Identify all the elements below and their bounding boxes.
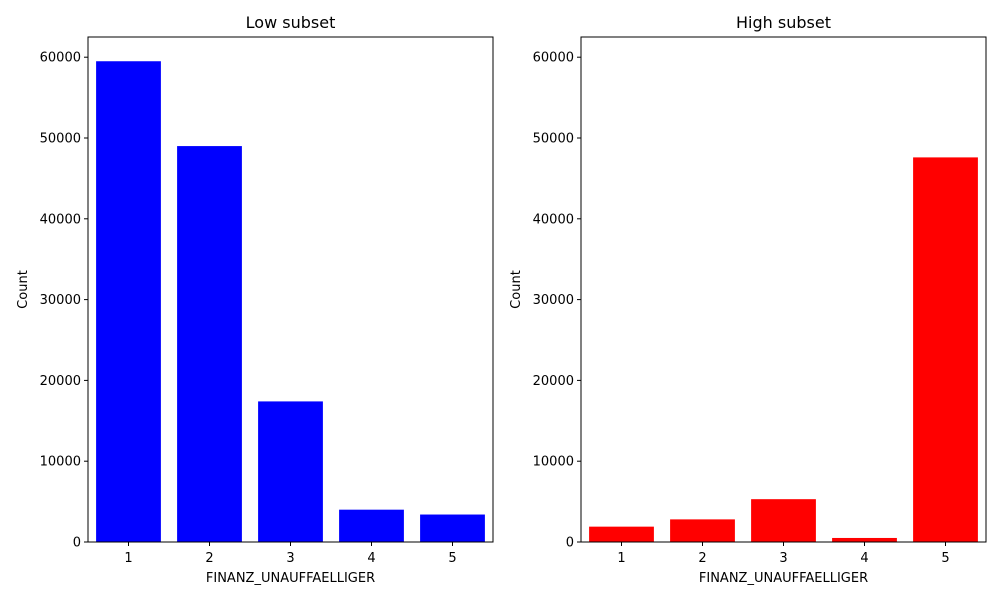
low-subset-bar-3: [258, 401, 323, 542]
low-subset-y-tick-label: 40000: [40, 212, 81, 227]
high-subset-x-tick-label: 1: [617, 551, 625, 566]
high-subset-y-tick-label: 40000: [533, 212, 574, 227]
low-subset-x-tick-label: 1: [124, 551, 132, 566]
high-subset-x-tick-label: 5: [941, 551, 949, 566]
low-subset-y-tick-label: 10000: [40, 455, 81, 470]
low-subset-x-tick-label: 2: [205, 551, 213, 566]
low-subset-bar-5: [420, 514, 485, 542]
high-subset-x-tick-label: 3: [779, 551, 787, 566]
high-subset-bar-1: [589, 526, 654, 542]
low-subset-x-tick-label: 3: [286, 551, 294, 566]
high-subset-y-axis-label: Count: [509, 270, 524, 309]
low-subset-y-tick-label: 60000: [40, 51, 81, 66]
high-subset-x-tick-label: 4: [860, 551, 868, 566]
high-subset-y-tick-label: 30000: [533, 293, 574, 308]
low-subset-x-tick-label: 5: [448, 551, 456, 566]
high-subset-title: High subset: [736, 13, 831, 32]
low-subset-x-tick-label: 4: [367, 551, 375, 566]
high-subset-y-tick-label: 20000: [533, 374, 574, 389]
high-subset-bar-2: [670, 519, 735, 542]
low-subset-y-tick-label: 20000: [40, 374, 81, 389]
high-subset-y-tick-label: 50000: [533, 132, 574, 147]
high-subset-y-tick-label: 10000: [533, 455, 574, 470]
low-subset-panel: Low subset FINANZ_UNAUFFAELLIGER Count 0…: [16, 13, 494, 586]
low-subset-y-axis-label: Count: [16, 270, 31, 309]
high-subset-panel: High subset FINANZ_UNAUFFAELLIGER Count …: [509, 13, 987, 586]
high-subset-bar-3: [751, 499, 816, 542]
high-subset-bar-5: [913, 157, 978, 542]
high-subset-bar-4: [832, 537, 897, 542]
high-subset-y-tick-label: 60000: [533, 51, 574, 66]
low-subset-y-tick-label: 50000: [40, 132, 81, 147]
low-subset-y-tick-label: 30000: [40, 293, 81, 308]
low-subset-title: Low subset: [246, 13, 336, 32]
low-subset-bar-2: [177, 146, 242, 542]
low-subset-y-tick-label: 0: [73, 536, 81, 551]
high-subset-y-tick-label: 0: [566, 536, 574, 551]
low-subset-bar-1: [96, 61, 161, 543]
high-subset-x-axis-label: FINANZ_UNAUFFAELLIGER: [699, 571, 868, 586]
high-subset-x-tick-label: 2: [698, 551, 706, 566]
low-subset-x-axis-label: FINANZ_UNAUFFAELLIGER: [206, 571, 375, 586]
low-subset-bar-4: [339, 509, 404, 542]
